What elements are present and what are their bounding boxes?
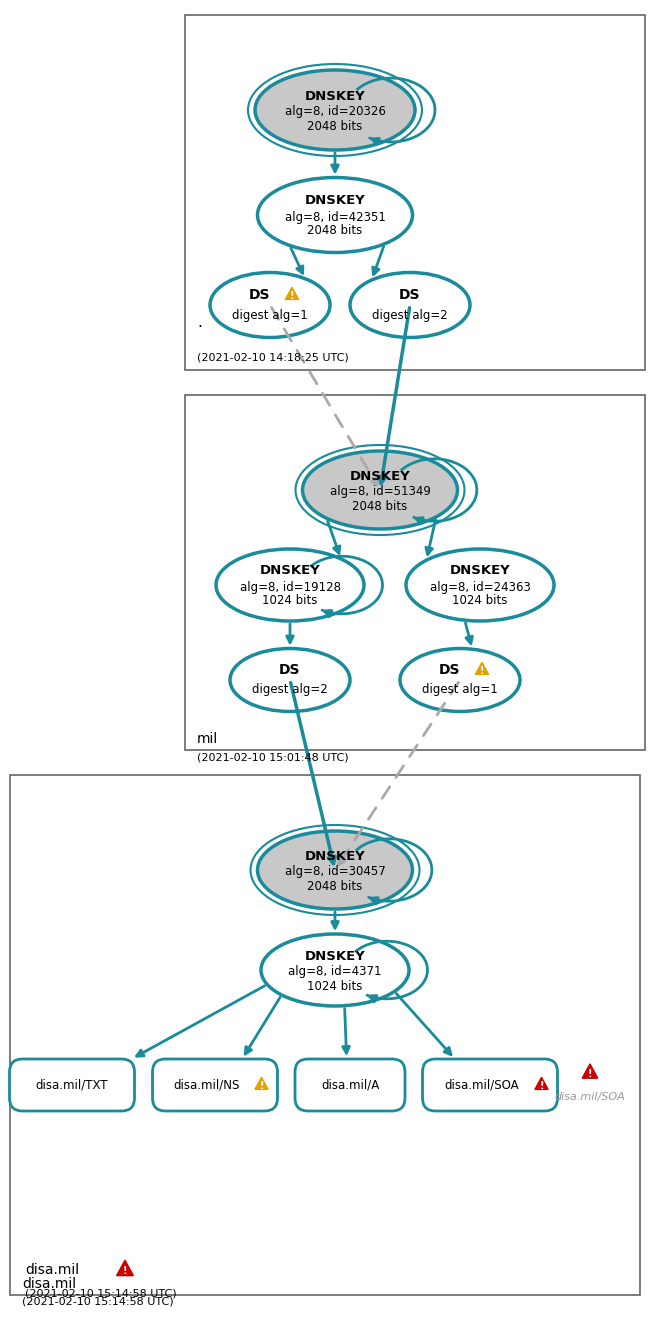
Text: !: ! bbox=[539, 1081, 544, 1092]
Ellipse shape bbox=[251, 825, 420, 914]
Text: DS: DS bbox=[440, 663, 461, 677]
Ellipse shape bbox=[216, 549, 364, 621]
Polygon shape bbox=[582, 1064, 598, 1078]
Ellipse shape bbox=[261, 934, 409, 1006]
Polygon shape bbox=[117, 1260, 133, 1276]
Ellipse shape bbox=[350, 272, 470, 337]
Text: DNSKEY: DNSKEY bbox=[305, 849, 366, 862]
Text: DS: DS bbox=[400, 288, 421, 303]
Text: digest alg=2: digest alg=2 bbox=[252, 684, 328, 697]
Bar bbox=[10, 774, 640, 1294]
Text: DNSKEY: DNSKEY bbox=[259, 564, 320, 577]
Text: (2021-02-10 14:18:25 UTC): (2021-02-10 14:18:25 UTC) bbox=[197, 352, 349, 363]
Polygon shape bbox=[535, 1077, 548, 1089]
Text: (2021-02-10 15:14:58 UTC): (2021-02-10 15:14:58 UTC) bbox=[25, 1288, 177, 1298]
Text: alg=8, id=24363: alg=8, id=24363 bbox=[430, 580, 530, 593]
Ellipse shape bbox=[230, 648, 350, 712]
Text: digest alg=2: digest alg=2 bbox=[372, 308, 448, 321]
Text: DNSKEY: DNSKEY bbox=[450, 564, 510, 577]
Ellipse shape bbox=[210, 272, 330, 337]
Text: disa.mil/TXT: disa.mil/TXT bbox=[36, 1078, 108, 1092]
Text: alg=8, id=19128: alg=8, id=19128 bbox=[239, 580, 340, 593]
Text: alg=8, id=30457: alg=8, id=30457 bbox=[285, 865, 386, 878]
Ellipse shape bbox=[295, 445, 464, 535]
Text: DNSKEY: DNSKEY bbox=[305, 89, 366, 103]
Ellipse shape bbox=[400, 648, 520, 712]
Text: disa.mil/SOA: disa.mil/SOA bbox=[445, 1078, 520, 1092]
Text: disa.mil: disa.mil bbox=[22, 1277, 76, 1290]
Ellipse shape bbox=[248, 64, 422, 156]
Ellipse shape bbox=[257, 177, 412, 252]
FancyBboxPatch shape bbox=[422, 1058, 558, 1110]
Ellipse shape bbox=[406, 549, 554, 621]
Text: disa.mil: disa.mil bbox=[25, 1262, 79, 1277]
Text: 2048 bits: 2048 bits bbox=[352, 500, 408, 512]
Text: (2021-02-10 15:01:48 UTC): (2021-02-10 15:01:48 UTC) bbox=[197, 752, 349, 762]
Text: DNSKEY: DNSKEY bbox=[350, 469, 410, 483]
Text: disa.mil/NS: disa.mil/NS bbox=[174, 1078, 240, 1092]
Bar bbox=[185, 395, 645, 750]
Text: DNSKEY: DNSKEY bbox=[305, 195, 366, 208]
Text: alg=8, id=20326: alg=8, id=20326 bbox=[285, 105, 386, 119]
Text: alg=8, id=4371: alg=8, id=4371 bbox=[288, 965, 382, 978]
Text: !: ! bbox=[588, 1069, 592, 1080]
Text: (2021-02-10 15:14:58 UTC): (2021-02-10 15:14:58 UTC) bbox=[22, 1297, 173, 1306]
Bar bbox=[185, 15, 645, 371]
Text: disa.mil/A: disa.mil/A bbox=[321, 1078, 379, 1092]
Text: 2048 bits: 2048 bits bbox=[307, 880, 363, 893]
FancyBboxPatch shape bbox=[153, 1058, 277, 1110]
Text: 1024 bits: 1024 bits bbox=[452, 595, 508, 608]
Ellipse shape bbox=[257, 830, 412, 909]
Text: !: ! bbox=[259, 1081, 263, 1092]
Text: digest alg=1: digest alg=1 bbox=[422, 684, 498, 697]
Text: 2048 bits: 2048 bits bbox=[307, 120, 363, 132]
Polygon shape bbox=[476, 663, 489, 674]
Text: 1024 bits: 1024 bits bbox=[307, 980, 363, 993]
Ellipse shape bbox=[255, 71, 415, 151]
Text: DS: DS bbox=[249, 288, 271, 303]
Text: digest alg=1: digest alg=1 bbox=[232, 308, 308, 321]
Text: 1024 bits: 1024 bits bbox=[262, 595, 317, 608]
Text: alg=8, id=42351: alg=8, id=42351 bbox=[285, 211, 386, 224]
Polygon shape bbox=[285, 288, 299, 300]
Text: mil: mil bbox=[197, 732, 218, 746]
Text: !: ! bbox=[123, 1266, 127, 1277]
FancyBboxPatch shape bbox=[295, 1058, 405, 1110]
Polygon shape bbox=[255, 1077, 268, 1089]
FancyBboxPatch shape bbox=[9, 1058, 135, 1110]
Text: !: ! bbox=[289, 291, 294, 301]
Text: 2048 bits: 2048 bits bbox=[307, 224, 363, 237]
Text: DNSKEY: DNSKEY bbox=[305, 949, 366, 962]
Text: disa.mil/SOA: disa.mil/SOA bbox=[555, 1092, 626, 1102]
Text: .: . bbox=[197, 315, 202, 331]
Text: !: ! bbox=[480, 666, 484, 676]
Ellipse shape bbox=[303, 451, 458, 529]
Text: alg=8, id=51349: alg=8, id=51349 bbox=[329, 485, 430, 499]
Text: DS: DS bbox=[279, 663, 301, 677]
